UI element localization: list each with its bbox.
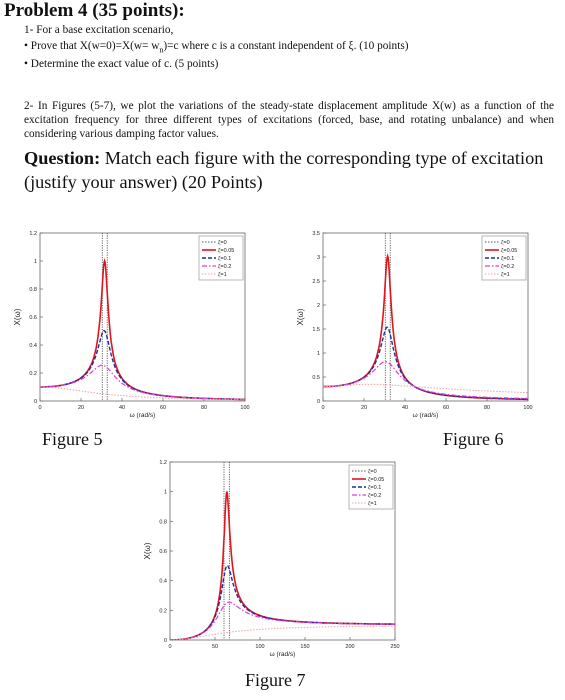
- y-tick-label: 0.6: [159, 549, 167, 555]
- legend-entry: ζ=1: [218, 272, 227, 278]
- legend-box: [481, 235, 527, 281]
- x-tick-label: 200: [345, 644, 354, 650]
- y-tick-label: 1.5: [312, 327, 320, 333]
- y-axis-label: X(ω): [296, 308, 305, 325]
- y-tick-label: 3.5: [312, 231, 320, 237]
- y-tick-label: 0.2: [159, 608, 167, 614]
- figure-7-chart: 0 0.2 0.4 0.6 0.8 1 1.2 0 50 100 150 200 250 ω (rad/s…: [143, 460, 400, 658]
- y-tick-label: 0.5: [312, 375, 320, 381]
- y-tick-label: 1: [34, 259, 37, 265]
- y-tick-label: 0.8: [159, 519, 167, 525]
- y-tick-label: 0.4: [29, 343, 37, 349]
- legend-entry: ζ=0.05: [218, 248, 234, 254]
- x-tick-label: 40: [402, 405, 408, 411]
- x-tick-label: 150: [300, 644, 309, 650]
- legend-entry: ζ=0: [501, 240, 510, 246]
- x-axis-label: ω (rad/s): [130, 412, 156, 419]
- x-tick-label: 0: [321, 405, 324, 411]
- legend-box: [198, 235, 244, 281]
- bullet-dot: •: [24, 40, 31, 52]
- legend-entry: ζ=0.2: [368, 493, 381, 499]
- legend-box: [348, 464, 394, 510]
- x-tick-label: 80: [484, 405, 490, 411]
- legend-entry: ζ=0.1: [501, 256, 514, 262]
- part2-text: 2- In Figures (5-7), we plot the variati…: [24, 100, 554, 140]
- part1-heading: 1- For a base excitation scenario,: [24, 24, 174, 36]
- series-1: [40, 386, 245, 401]
- y-tick-label: 1: [164, 490, 167, 496]
- y-tick-label: 0.4: [159, 579, 167, 585]
- bullet-1: • Prove that X(w=0)=X(w= wn)=c where c i…: [24, 39, 409, 57]
- y-tick-label: 0: [164, 638, 167, 644]
- x-tick-label: 20: [361, 405, 367, 411]
- legend-entry: ζ=0.2: [501, 264, 514, 270]
- question: Question: Match each figure with the cor…: [24, 146, 556, 194]
- x-axis-label: ω (rad/s): [413, 412, 439, 419]
- y-tick-label: 2: [317, 303, 320, 309]
- series-zeta-0: [101, 233, 108, 401]
- y-tick-label: 1: [317, 351, 320, 357]
- series-zeta-0: [384, 233, 391, 401]
- series-1: [323, 383, 528, 394]
- legend-entry: ζ=1: [368, 501, 377, 507]
- x-tick-label: 250: [390, 644, 399, 650]
- subscript-n: n: [159, 45, 164, 55]
- x-tick-label: 20: [78, 405, 84, 411]
- x-tick-label: 60: [160, 405, 166, 411]
- y-tick-label: 0: [34, 399, 37, 405]
- question-text: Match each figure with the corresponding…: [24, 148, 544, 192]
- figure-5-caption: Figure 5: [42, 429, 103, 449]
- bullet-2: • Determine the exact value of c. (5 poi…: [24, 57, 218, 71]
- y-tick-label: 3: [317, 255, 320, 261]
- x-tick-label: 100: [240, 405, 249, 411]
- x-tick-label: 40: [119, 405, 125, 411]
- figure-6-chart: 0 0.5 1 1.5 2 2.5 3 3.5 0 20 40 60 80 100 ω (rad/s) X(ω…: [296, 231, 533, 419]
- legend-entry: ζ=0.2: [218, 264, 231, 270]
- y-tick-label: 0: [317, 399, 320, 405]
- y-tick-label: 2.5: [312, 279, 320, 285]
- y-axis-label: X(ω): [13, 308, 22, 325]
- y-axis-label: X(ω): [143, 542, 152, 559]
- x-tick-label: 80: [201, 405, 207, 411]
- y-tick-label: 0.6: [29, 315, 37, 321]
- x-tick-label: 0: [38, 405, 41, 411]
- x-tick-label: 60: [443, 405, 449, 411]
- bullet-1-text: Prove that X(w=0)=X(w= wn)=c where c is …: [30, 40, 409, 55]
- bullet-2-text: Determine the exact value of c. (5 point…: [30, 58, 219, 70]
- y-tick-label: 1.2: [29, 231, 37, 237]
- x-tick-label: 100: [255, 644, 264, 650]
- figure-6-caption: Figure 6: [443, 429, 504, 449]
- x-axis-label: ω (rad/s): [270, 651, 296, 658]
- x-tick-label: 0: [168, 644, 171, 650]
- figure-5-chart: 0 0.2 0.4 0.6 0.8 1 1.2 0 20 40 60 80 100 ω (rad/s) X(…: [13, 231, 250, 419]
- y-tick-label: 0.8: [29, 287, 37, 293]
- question-label: Question:: [24, 148, 101, 168]
- series-0_2: [170, 601, 395, 640]
- y-tick-label: 0.2: [29, 371, 37, 377]
- series-0_2: [323, 360, 528, 399]
- figure-7-caption: Figure 7: [245, 670, 306, 690]
- x-tick-label: 50: [212, 644, 218, 650]
- bullet-dot: •: [24, 58, 31, 70]
- y-tick-label: 1.2: [159, 460, 167, 466]
- x-tick-label: 100: [523, 405, 532, 411]
- legend-entry: ζ=1: [501, 272, 510, 278]
- legend-entry: ζ=0.1: [218, 256, 231, 262]
- legend-entry: ζ=0: [218, 240, 227, 246]
- problem-title: Problem 4 (35 points):: [4, 0, 185, 21]
- legend-entry: ζ=0.05: [368, 477, 384, 483]
- legend-entry: ζ=0: [368, 469, 377, 475]
- legend-entry: ζ=0.1: [368, 485, 381, 491]
- legend-entry: ζ=0.05: [501, 248, 517, 254]
- series-0_1: [323, 326, 528, 400]
